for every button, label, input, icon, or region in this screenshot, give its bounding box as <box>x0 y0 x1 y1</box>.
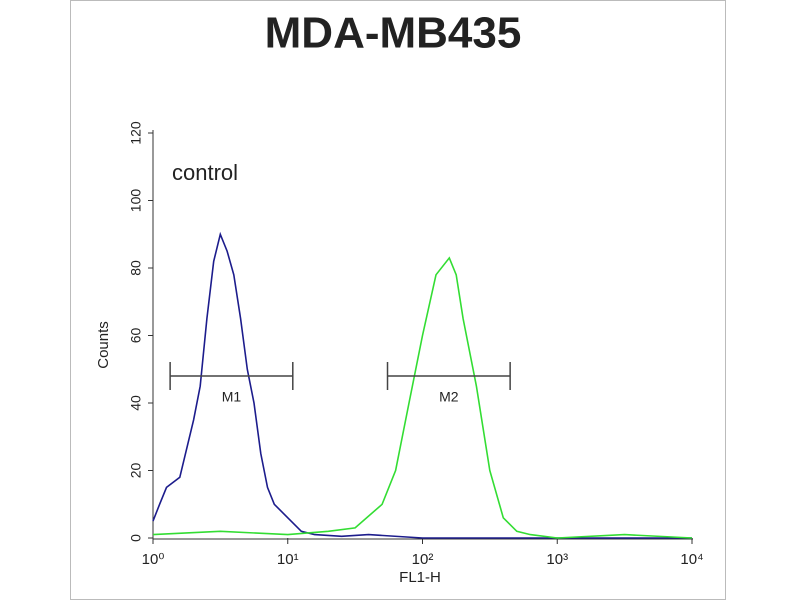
y-tick-label: 40 <box>128 395 144 411</box>
y-tick-label: 20 <box>128 463 144 479</box>
x-tick-label: 10³ <box>546 551 568 568</box>
y-tick-label: 80 <box>128 260 144 276</box>
histogram-line <box>152 256 693 539</box>
y-tick-label: 120 <box>128 121 144 145</box>
chart-title: MDA-MB435 <box>265 9 522 58</box>
frame <box>70 0 726 600</box>
gate-label: M2 <box>439 389 459 405</box>
x-tick-label: 10⁰ <box>142 551 165 568</box>
annotation: control <box>172 160 238 185</box>
x-tick-label: 10¹ <box>277 551 299 568</box>
histogram-line <box>152 231 692 539</box>
y-tick-label: 100 <box>128 189 144 213</box>
x-tick-label: 10² <box>412 551 434 568</box>
x-axis-label: FL1-H <box>399 569 441 586</box>
y-tick-label: 0 <box>128 534 144 542</box>
y-tick-label: 60 <box>128 328 144 344</box>
x-tick-label: 10⁴ <box>680 551 703 568</box>
y-axis-label: Counts <box>95 321 112 369</box>
gate-label: M1 <box>222 389 242 405</box>
